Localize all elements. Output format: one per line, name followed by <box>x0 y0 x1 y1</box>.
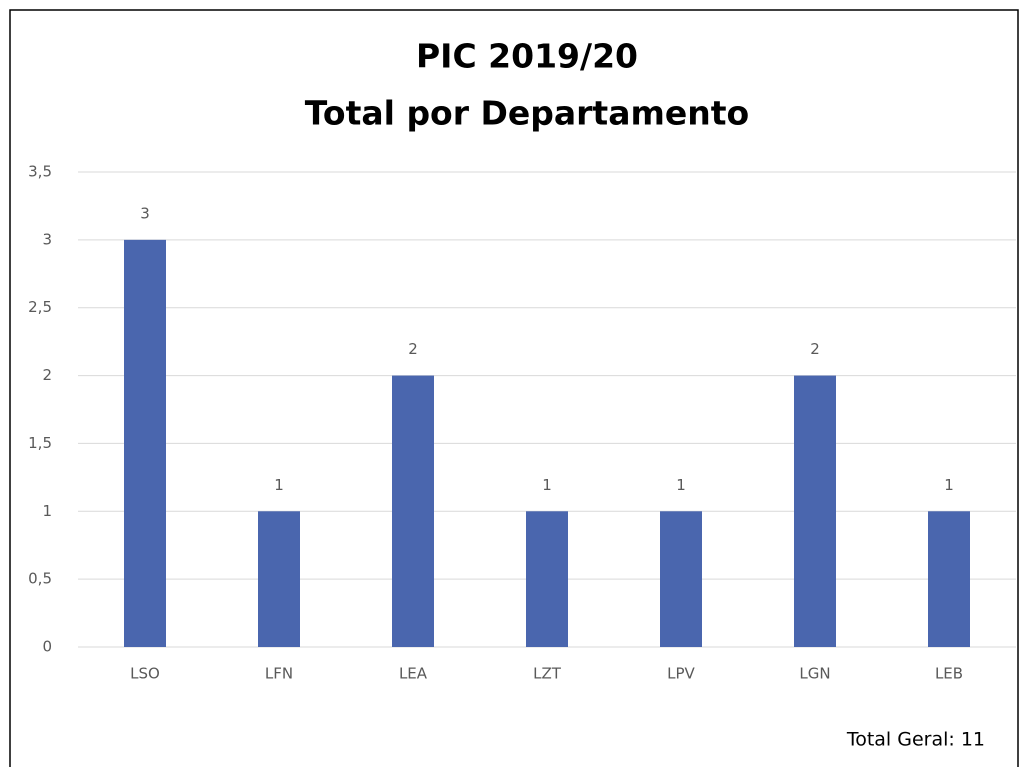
chart-title: PIC 2019/20 <box>416 37 638 76</box>
data-label: 2 <box>408 340 418 358</box>
bar <box>392 375 434 647</box>
annotation: Total Geral: 11 <box>846 729 985 751</box>
x-tick-label: LZT <box>533 665 562 683</box>
y-tick-label: 1 <box>42 502 52 520</box>
bar <box>928 511 970 647</box>
data-label: 2 <box>810 340 820 358</box>
y-tick-label: 0 <box>42 638 52 656</box>
y-tick-label: 2 <box>42 366 52 384</box>
x-tick-label: LEB <box>935 665 963 683</box>
x-tick-label: LSO <box>130 665 160 683</box>
data-label: 1 <box>274 476 284 494</box>
y-tick-label: 2,5 <box>28 298 52 316</box>
bar <box>526 511 568 647</box>
chart-border <box>9 9 1019 767</box>
x-tick-label: LFN <box>265 665 293 683</box>
x-tick-label: LGN <box>799 665 830 683</box>
y-tick-label: 3,5 <box>28 163 52 181</box>
data-label: 1 <box>676 476 686 494</box>
data-label: 1 <box>542 476 552 494</box>
y-tick-label: 0,5 <box>28 570 52 588</box>
x-tick-label: LEA <box>399 665 428 683</box>
bar <box>794 375 836 647</box>
bar <box>258 511 300 647</box>
bar <box>660 511 702 647</box>
data-label: 3 <box>140 204 150 222</box>
bar <box>124 239 166 647</box>
x-tick-label: LPV <box>667 665 695 683</box>
y-tick-label: 3 <box>42 230 52 248</box>
chart-subtitle: Total por Departamento <box>305 94 749 133</box>
data-label: 1 <box>944 476 954 494</box>
y-tick-label: 1,5 <box>28 434 52 452</box>
